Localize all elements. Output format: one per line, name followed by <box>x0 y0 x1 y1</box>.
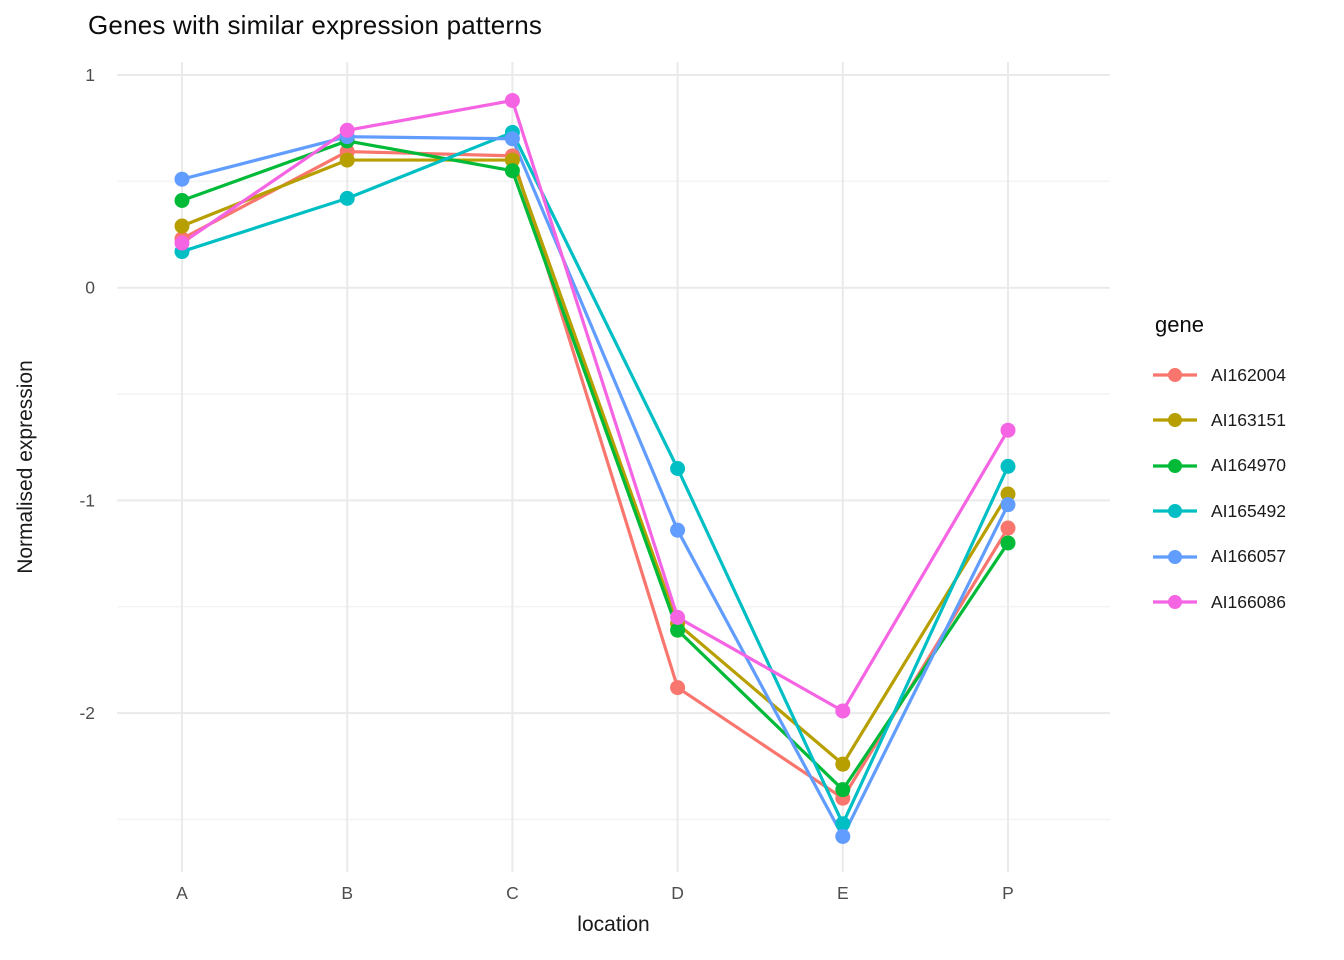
series-line-AI165492 <box>181 130 1010 826</box>
series-line-AI163151 <box>181 158 1010 766</box>
legend-label: AI166086 <box>1211 591 1286 612</box>
point-AI163151-A <box>174 218 190 234</box>
legend-key-dot <box>1168 504 1182 519</box>
point-AI164970-P <box>1000 535 1016 551</box>
x-tick-label-E: E <box>837 883 849 903</box>
point-AI165492-B <box>339 190 355 206</box>
point-AI166086-E <box>835 703 851 719</box>
point-AI166057-P <box>1000 497 1016 513</box>
point-AI166057-C <box>504 131 520 147</box>
legend-key-icon <box>1153 413 1197 428</box>
chart-title: Genes with similar expression patterns <box>88 10 543 40</box>
legend-key-dot <box>1168 549 1182 564</box>
legend-label: AI162004 <box>1211 364 1286 385</box>
legend-label: AI166057 <box>1211 546 1286 567</box>
point-AI165492-E <box>835 816 851 832</box>
y-tick-label-0: 0 <box>85 278 95 298</box>
y-tick-label--2: -2 <box>79 703 95 723</box>
legend-key-icon <box>1153 504 1197 519</box>
legend-key-dot <box>1168 368 1182 382</box>
y-tick-label-1: 1 <box>85 65 95 85</box>
series-line-AI164970 <box>181 139 1010 792</box>
x-axis-title: location <box>577 913 650 936</box>
x-tick-label-C: C <box>506 883 519 903</box>
point-AI163151-B <box>339 152 355 168</box>
point-AI164970-C <box>504 163 520 179</box>
point-AI166086-P <box>1000 422 1016 438</box>
point-AI166086-C <box>504 93 520 109</box>
point-AI166086-A <box>174 235 190 251</box>
point-AI164970-D <box>670 622 686 638</box>
legend: gene AI162004 AI163151 AI164970 AI165492 AI1… <box>1153 312 1343 632</box>
legend-key-dot <box>1168 413 1182 428</box>
y-tick-label--1: -1 <box>79 490 95 510</box>
legend-item-AI164970: AI164970 <box>1153 455 1286 477</box>
point-AI166057-E <box>835 828 851 844</box>
legend-label: AI165492 <box>1211 500 1286 521</box>
point-AI165492-P <box>1000 458 1016 474</box>
point-AI163151-C <box>504 152 520 168</box>
legend-key-icon <box>1153 595 1197 609</box>
x-tick-label-B: B <box>341 883 353 903</box>
legend-item-AI163151: AI163151 <box>1153 409 1286 431</box>
legend-key-dot <box>1168 458 1182 473</box>
legend-label: AI163151 <box>1211 409 1286 430</box>
x-tick-label-A: A <box>176 883 188 903</box>
legend-key-icon <box>1153 549 1197 564</box>
point-AI166057-D <box>670 522 686 538</box>
legend-key-icon <box>1153 458 1197 473</box>
legend-item-AI166057: AI166057 <box>1153 546 1286 568</box>
point-AI166057-A <box>174 171 190 187</box>
point-AI162004-D <box>670 680 686 696</box>
x-tick-label-D: D <box>671 883 684 903</box>
legend-item-AI166086: AI166086 <box>1153 591 1286 613</box>
legend-key-dot <box>1168 595 1182 609</box>
x-tick-label-P: P <box>1002 883 1014 903</box>
legend-key-icon <box>1153 368 1197 382</box>
point-AI166086-D <box>670 609 686 625</box>
legend-title: gene <box>1155 312 1204 337</box>
legend-label: AI164970 <box>1211 455 1286 476</box>
point-AI164970-A <box>174 192 190 208</box>
series-line-AI166086 <box>181 98 1010 713</box>
point-AI166086-B <box>339 122 355 138</box>
series-line-AI166057 <box>181 135 1010 839</box>
point-AI165492-D <box>670 460 686 476</box>
point-AI164970-E <box>835 782 851 798</box>
point-AI162004-P <box>1000 520 1016 536</box>
legend-item-AI165492: AI165492 <box>1153 500 1286 522</box>
point-AI163151-P <box>1000 486 1016 502</box>
legend-item-AI162004: AI162004 <box>1153 364 1286 386</box>
point-AI163151-E <box>835 756 851 772</box>
series-line-AI162004 <box>181 149 1010 800</box>
